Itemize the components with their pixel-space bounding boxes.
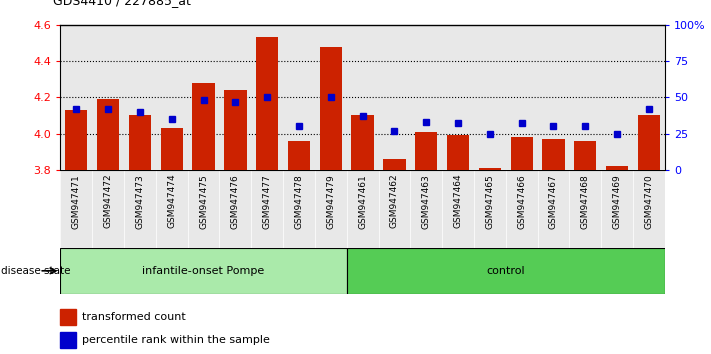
Text: GSM947469: GSM947469 (613, 174, 621, 229)
Bar (220, 25, 251, 170)
Bar (60, 309, 75, 325)
Bar (283, 170, 315, 248)
Text: GSM947470: GSM947470 (644, 174, 653, 229)
Text: GSM947476: GSM947476 (231, 174, 240, 229)
Bar (156, 25, 188, 170)
Bar (156, 170, 188, 248)
Text: GSM947474: GSM947474 (167, 174, 176, 228)
Bar (442, 170, 474, 248)
Bar (538, 25, 570, 170)
Text: GSM947478: GSM947478 (294, 174, 304, 229)
Bar (633, 25, 665, 170)
Bar (542, 139, 565, 170)
Bar (124, 170, 156, 248)
Text: disease state: disease state (1, 266, 70, 276)
Text: transformed count: transformed count (82, 312, 186, 322)
Text: GSM947471: GSM947471 (72, 174, 81, 229)
Bar (256, 38, 278, 170)
Bar (602, 170, 633, 248)
Bar (315, 25, 347, 170)
Bar (320, 46, 342, 170)
Bar (92, 170, 124, 248)
Bar (474, 170, 506, 248)
Text: GSM947475: GSM947475 (199, 174, 208, 229)
Bar (506, 25, 538, 170)
Text: percentile rank within the sample: percentile rank within the sample (82, 335, 269, 346)
Bar (188, 25, 220, 170)
Text: GSM947467: GSM947467 (549, 174, 558, 229)
Text: GSM947472: GSM947472 (104, 174, 112, 228)
Bar (442, 25, 474, 170)
Bar (410, 25, 442, 170)
Bar (60, 248, 347, 294)
Text: GSM947461: GSM947461 (358, 174, 367, 229)
Bar (347, 248, 665, 294)
Text: GSM947464: GSM947464 (454, 174, 463, 228)
Bar (124, 25, 156, 170)
Bar (570, 25, 602, 170)
Text: GSM947473: GSM947473 (136, 174, 144, 229)
Bar (383, 159, 405, 170)
Bar (633, 170, 665, 248)
Bar (347, 25, 378, 170)
Text: GSM947465: GSM947465 (486, 174, 494, 229)
Text: GSM947468: GSM947468 (581, 174, 589, 229)
Bar (60, 170, 92, 248)
Bar (606, 166, 629, 170)
Bar (129, 115, 151, 170)
Text: GDS4410 / 227885_at: GDS4410 / 227885_at (53, 0, 191, 7)
Bar (474, 25, 506, 170)
Bar (378, 170, 410, 248)
Bar (602, 25, 633, 170)
Bar (510, 137, 533, 170)
Bar (65, 110, 87, 170)
Bar (193, 83, 215, 170)
Bar (479, 168, 501, 170)
Bar (315, 170, 347, 248)
Bar (410, 170, 442, 248)
Bar (447, 136, 469, 170)
Bar (60, 332, 75, 348)
Text: GSM947477: GSM947477 (262, 174, 272, 229)
Bar (506, 170, 538, 248)
Bar (188, 170, 220, 248)
Bar (251, 170, 283, 248)
Bar (351, 115, 374, 170)
Text: GSM947463: GSM947463 (422, 174, 431, 229)
Text: GSM947479: GSM947479 (326, 174, 336, 229)
Text: infantile-onset Pompe: infantile-onset Pompe (142, 266, 264, 276)
Bar (570, 170, 602, 248)
Bar (92, 25, 124, 170)
Bar (224, 90, 247, 170)
Bar (283, 25, 315, 170)
Bar (538, 170, 570, 248)
Bar (288, 141, 310, 170)
Bar (220, 170, 251, 248)
Bar (638, 115, 660, 170)
Text: control: control (486, 266, 525, 276)
Text: GSM947466: GSM947466 (517, 174, 526, 229)
Bar (97, 99, 119, 170)
Bar (415, 132, 437, 170)
Text: GSM947462: GSM947462 (390, 174, 399, 228)
Bar (60, 25, 92, 170)
Bar (574, 141, 597, 170)
Bar (378, 25, 410, 170)
Bar (251, 25, 283, 170)
Bar (161, 128, 183, 170)
Bar (347, 170, 378, 248)
